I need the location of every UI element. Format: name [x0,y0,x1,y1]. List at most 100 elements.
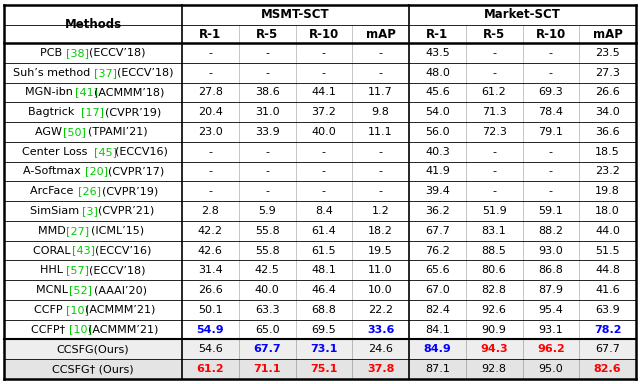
Text: 54.0: 54.0 [425,107,450,117]
Text: 48.0: 48.0 [425,68,450,78]
Text: -: - [379,68,383,78]
Text: [27]: [27] [66,226,90,236]
Text: 18.5: 18.5 [595,147,620,157]
Text: 31.0: 31.0 [255,107,280,117]
Text: -: - [322,48,326,58]
Text: 73.1: 73.1 [310,344,337,354]
Text: (ECCV’18): (ECCV’18) [116,68,173,78]
Text: (ECCV’18): (ECCV’18) [89,265,146,275]
Text: 44.8: 44.8 [595,265,620,275]
Text: 86.8: 86.8 [538,265,563,275]
Text: 71.3: 71.3 [482,107,506,117]
Text: (ACMMM’18): (ACMMM’18) [95,88,165,98]
Text: 82.4: 82.4 [425,305,450,315]
Text: 19.8: 19.8 [595,186,620,196]
Text: 40.3: 40.3 [425,147,450,157]
Text: -: - [322,186,326,196]
Text: mAP: mAP [365,28,396,40]
Text: 27.3: 27.3 [595,68,620,78]
Text: R-5: R-5 [256,28,278,40]
Text: [10]: [10] [69,324,92,334]
Text: 2.8: 2.8 [202,206,220,216]
Text: -: - [549,186,553,196]
Text: 20.4: 20.4 [198,107,223,117]
Text: 37.2: 37.2 [312,107,336,117]
Text: 51.5: 51.5 [595,245,620,255]
Text: [10]: [10] [67,305,89,315]
Text: -: - [209,147,212,157]
Text: 75.1: 75.1 [310,364,337,374]
Text: (ICML’15): (ICML’15) [91,226,144,236]
Text: 83.1: 83.1 [482,226,506,236]
Text: 36.6: 36.6 [595,127,620,137]
Text: 8.4: 8.4 [315,206,333,216]
Text: 33.6: 33.6 [367,324,394,334]
Text: 55.8: 55.8 [255,226,280,236]
Text: -: - [549,48,553,58]
Text: PCB: PCB [40,48,66,58]
Text: SimSiam: SimSiam [30,206,83,216]
Text: 51.9: 51.9 [482,206,506,216]
Text: [41]: [41] [76,88,99,98]
Text: -: - [549,68,553,78]
Text: 93.1: 93.1 [538,324,563,334]
Text: A-Softmax: A-Softmax [22,167,84,177]
Text: 78.4: 78.4 [538,107,563,117]
Text: 26.6: 26.6 [595,88,620,98]
Text: 44.0: 44.0 [595,226,620,236]
Text: 67.7: 67.7 [595,344,620,354]
Text: 65.0: 65.0 [255,324,280,334]
Text: (ACMMM’21): (ACMMM’21) [85,305,156,315]
Text: CCSFG† (Ours): CCSFG† (Ours) [52,364,134,374]
Text: 11.1: 11.1 [368,127,393,137]
Text: -: - [265,167,269,177]
Text: CCFP†: CCFP† [31,324,69,334]
Text: 41.6: 41.6 [595,285,620,295]
Text: 69.3: 69.3 [538,88,563,98]
Text: 93.0: 93.0 [538,245,563,255]
Text: 46.4: 46.4 [312,285,336,295]
Text: (ECCV16): (ECCV16) [115,147,168,157]
Text: 1.2: 1.2 [372,206,390,216]
Text: -: - [379,186,383,196]
Text: MSMT-SCT: MSMT-SCT [261,8,330,22]
Text: 84.9: 84.9 [424,344,451,354]
Text: 67.0: 67.0 [425,285,450,295]
Text: 79.1: 79.1 [538,127,563,137]
Text: [50]: [50] [63,127,86,137]
Text: 65.6: 65.6 [425,265,450,275]
Text: -: - [209,48,212,58]
Text: 95.4: 95.4 [538,305,563,315]
Text: 76.2: 76.2 [425,245,450,255]
Text: -: - [379,167,383,177]
Bar [4,339,636,359]
Text: 34.0: 34.0 [595,107,620,117]
Text: (TPAMI’21): (TPAMI’21) [88,127,147,137]
Text: 19.5: 19.5 [368,245,393,255]
Text: (ECCV’18): (ECCV’18) [89,48,146,58]
Text: 23.2: 23.2 [595,167,620,177]
Text: 9.8: 9.8 [372,107,390,117]
Text: 61.4: 61.4 [312,226,336,236]
Text: 26.6: 26.6 [198,285,223,295]
Text: [3]: [3] [82,206,98,216]
Text: [37]: [37] [93,68,116,78]
Text: CORAL: CORAL [33,245,74,255]
Text: -: - [549,167,553,177]
Text: (ECCV’16): (ECCV’16) [95,245,152,255]
Text: 42.6: 42.6 [198,245,223,255]
Text: 67.7: 67.7 [253,344,281,354]
Text: 27.8: 27.8 [198,88,223,98]
Text: -: - [322,68,326,78]
Text: R-1: R-1 [199,28,221,40]
Text: 96.2: 96.2 [537,344,564,354]
Text: 11.7: 11.7 [368,88,393,98]
Text: 69.5: 69.5 [312,324,336,334]
Text: 24.6: 24.6 [368,344,393,354]
Text: HHL: HHL [40,265,67,275]
Text: 84.1: 84.1 [425,324,450,334]
Text: Center Loss: Center Loss [22,147,91,157]
Text: (CVPR’17): (CVPR’17) [108,167,164,177]
Text: [52]: [52] [69,285,92,295]
Text: Suh’s method: Suh’s method [13,68,93,78]
